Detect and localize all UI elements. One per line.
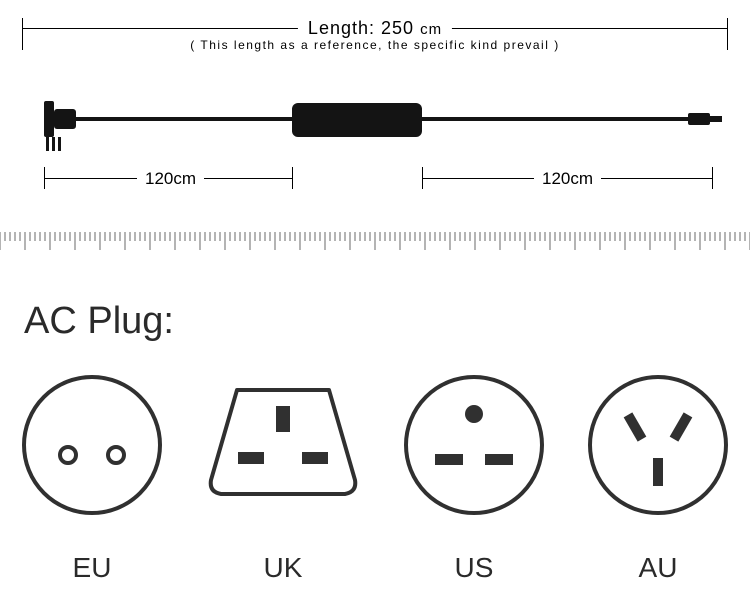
cable-diagram [22, 95, 728, 155]
ruler [0, 232, 750, 256]
segment-dimensions: 120cm 120cm [22, 170, 728, 200]
cable-svg [22, 95, 728, 155]
left-segment-label: 120cm [137, 169, 204, 189]
plug-label: UK [264, 552, 303, 584]
plug-us: US [401, 372, 547, 584]
plug-label: US [455, 552, 494, 584]
dim-tick-right [727, 18, 728, 50]
plug-eu: EU [19, 372, 165, 584]
dim-tick [292, 167, 293, 189]
right-segment-label: 120cm [534, 169, 601, 189]
dim-tick [712, 167, 713, 189]
plug-label: EU [73, 552, 112, 584]
plug-row: EU UK US AU [0, 372, 750, 584]
length-value: 250 [381, 18, 414, 38]
ruler-svg [0, 232, 750, 256]
plug-uk: UK [203, 372, 363, 584]
length-label: Length: 250 cm [298, 18, 452, 39]
length-unit: cm [420, 21, 442, 38]
length-note: ( This length as a reference, the specif… [190, 38, 559, 52]
au-plug-icon [585, 372, 731, 518]
plug-label: AU [639, 552, 678, 584]
eu-plug-icon [19, 372, 165, 518]
length-prefix: Length: [308, 18, 375, 38]
dim-tick-left [22, 18, 23, 50]
plug-au: AU [585, 372, 731, 584]
uk-plug-icon [203, 372, 363, 518]
ac-plug-title: AC Plug: [24, 300, 174, 343]
us-plug-icon [401, 372, 547, 518]
